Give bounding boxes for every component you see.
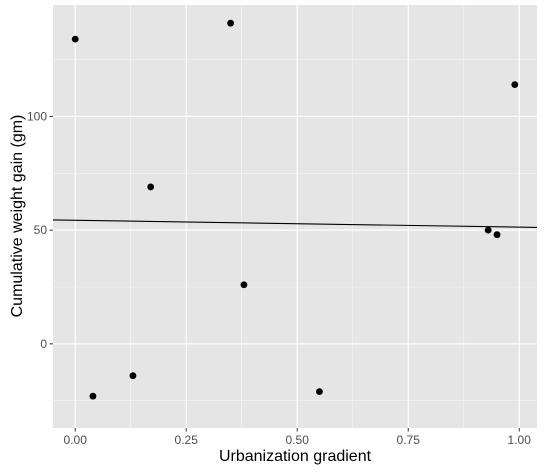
- y-tick-label: 50: [34, 223, 48, 237]
- data-point: [147, 183, 155, 191]
- x-tick-label: 0.25: [175, 433, 199, 447]
- x-axis-ticks: 0.00 0.25 0.50 0.75 1.00: [64, 428, 532, 447]
- y-axis-title: Cumulative weight gain (gm): [9, 115, 26, 318]
- major-gridlines: [53, 5, 537, 428]
- plot-panel: [53, 5, 537, 428]
- data-point: [493, 231, 501, 239]
- data-point: [89, 392, 97, 400]
- trend-line-layer: [52, 219, 538, 228]
- data-point: [129, 372, 137, 380]
- trend-line: [52, 219, 538, 228]
- x-tick-label: 1.00: [508, 433, 532, 447]
- y-tick-label: 100: [27, 109, 47, 123]
- data-point: [484, 226, 492, 234]
- data-points: [71, 19, 519, 400]
- y-tick-label: 0: [40, 337, 47, 351]
- x-tick-label: 0.00: [64, 433, 88, 447]
- data-point: [227, 19, 235, 27]
- data-point: [511, 81, 519, 88]
- data-point: [240, 281, 248, 289]
- x-tick-label: 0.50: [286, 433, 310, 447]
- minor-gridlines: [53, 5, 537, 428]
- y-axis-ticks: 0 50 100: [27, 109, 53, 351]
- data-point: [71, 35, 79, 43]
- x-axis-title: Urbanization gradient: [219, 448, 372, 465]
- data-point: [316, 388, 323, 396]
- x-tick-label: 0.75: [397, 433, 421, 447]
